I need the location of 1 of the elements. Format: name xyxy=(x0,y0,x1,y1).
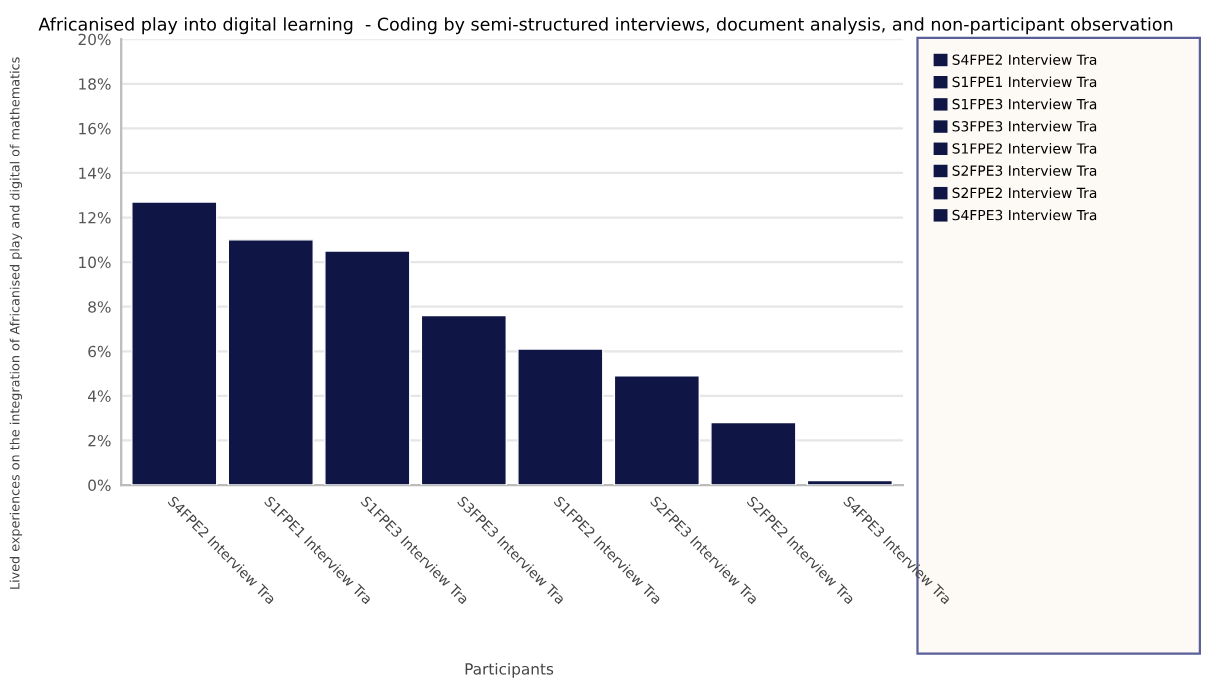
chart-title: Africanised play into digital learning - Coding by semi-structured interviews, document analysis, and non-participant observation xyxy=(38,17,1173,35)
